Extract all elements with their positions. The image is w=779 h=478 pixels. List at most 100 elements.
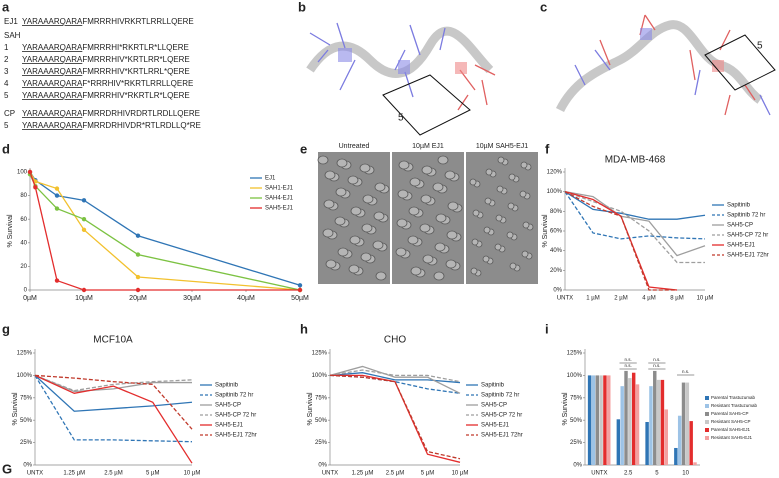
x-tick-label: 10 µM xyxy=(184,471,201,477)
sequence-label: 5 xyxy=(4,121,9,130)
x-tick-label: 0µM xyxy=(23,295,37,302)
data-point xyxy=(81,198,87,203)
y-tick-label: 0% xyxy=(553,288,562,294)
sequence: YARAAARQARAFMRRRHIV*KRTLRR*LQERE xyxy=(22,55,190,64)
legend-swatch xyxy=(705,420,709,424)
legend-label: Sapitinib xyxy=(481,383,505,389)
panel-label: f xyxy=(545,141,550,156)
series-line xyxy=(329,374,461,460)
cell xyxy=(447,201,459,211)
bar xyxy=(685,382,690,465)
series-line xyxy=(34,374,193,392)
sequence: YARAAARQARAFMRRDRHIVDR*RTLRDLLQ*RE xyxy=(22,121,201,130)
cell xyxy=(375,271,387,281)
legend-label: SAH5-EJ1 xyxy=(727,243,756,249)
cell xyxy=(361,223,373,233)
cell xyxy=(471,238,479,246)
y-axis-label: % Survival xyxy=(307,392,314,426)
legend-label: Sapitinib 72 hr xyxy=(481,393,519,399)
annotation: n.s. xyxy=(653,363,660,368)
bar xyxy=(674,447,678,465)
legend-label: Parental SAH5-CP xyxy=(711,411,749,416)
legend-label: EJ1 xyxy=(265,176,276,182)
sequence-label: 2 xyxy=(4,55,9,64)
data-point xyxy=(33,185,38,190)
series-line xyxy=(34,374,193,464)
y-tick-label: 125% xyxy=(17,351,33,357)
y-tick-label: 20 xyxy=(20,264,27,270)
y-axis-label: % Survival xyxy=(7,214,14,248)
cell xyxy=(445,259,457,269)
bar xyxy=(649,386,653,465)
cell xyxy=(336,158,348,168)
data-point xyxy=(54,278,60,283)
legend-label: SAH5-CP 72 hr xyxy=(481,413,522,419)
bar xyxy=(587,375,592,465)
cell xyxy=(446,230,458,240)
x-tick-label: 10 xyxy=(682,471,689,477)
bar xyxy=(656,379,661,465)
bracket-label: 5 xyxy=(757,41,763,52)
chart-title: CHO xyxy=(384,335,406,346)
sequence-label: EJ1 xyxy=(4,17,18,26)
series-line xyxy=(34,374,192,393)
cell xyxy=(521,250,529,258)
micrograph-label: Untreated xyxy=(339,143,370,150)
cell xyxy=(359,163,371,173)
sequence-tag: YARAAARQARA xyxy=(22,109,83,118)
legend-label: SAH5-CP xyxy=(215,403,241,409)
cell xyxy=(435,213,447,223)
sequence-label: 5 xyxy=(4,91,9,100)
cell xyxy=(444,170,456,180)
series-line xyxy=(564,191,706,220)
sequence-tag: YARAAARQARA xyxy=(22,55,83,64)
legend-label: SAH5-CP 72 hr xyxy=(215,413,256,419)
panel-label: c xyxy=(540,0,547,14)
legend-label: SAH5-EJ1 72hr xyxy=(481,433,523,439)
y-axis-label: % Survival xyxy=(562,392,569,426)
cell xyxy=(372,240,384,250)
cell xyxy=(497,156,505,164)
x-tick-label: 1.25 µM xyxy=(352,471,374,477)
series-line xyxy=(564,191,705,264)
legend-label: SAH5-EJ1 xyxy=(265,206,294,212)
sequence-rest: F*RRRHIV*RKRTLRRLLQERE xyxy=(82,79,193,88)
y-tick-label: 80% xyxy=(550,209,563,215)
cell xyxy=(469,178,477,186)
y-tick-label: 60 xyxy=(20,217,27,223)
x-tick-label: 2.5 µM xyxy=(104,471,122,477)
structure-c xyxy=(555,14,776,116)
cell xyxy=(373,211,385,221)
y-axis-label: % Survival xyxy=(12,392,19,426)
legend-label: SAH4-EJ1 xyxy=(265,196,294,202)
x-tick-label: 2 µM xyxy=(614,296,627,302)
x-tick-label: UNTX xyxy=(27,471,43,477)
bar xyxy=(620,386,624,465)
x-tick-label: 10 µM xyxy=(452,471,469,477)
cell xyxy=(520,161,528,169)
bar xyxy=(653,370,657,465)
legend-label: SAH5-CP 72 hr xyxy=(727,233,768,239)
cell xyxy=(419,223,431,233)
y-tick-label: 100% xyxy=(547,189,563,195)
cell xyxy=(509,262,517,270)
bar xyxy=(693,462,697,465)
legend-label: SAH5-EJ1 xyxy=(215,423,244,429)
y-tick-label: 50% xyxy=(20,418,33,424)
sequence: YARAAARQARAFMRRRHIV*KRTLRRL*QERE xyxy=(22,67,190,76)
cell xyxy=(485,168,493,176)
data-point xyxy=(135,274,141,280)
cell xyxy=(317,155,329,165)
cell xyxy=(506,231,514,239)
data-point xyxy=(297,283,303,288)
sequence-rest: FMRRRHIV*RKRTLR*LQERE xyxy=(82,91,189,100)
x-tick-label: 10 µM xyxy=(697,296,714,302)
legend-label: SAH1-EJ1 xyxy=(265,186,294,192)
sequence-tag: YARAAARQARA xyxy=(22,43,83,52)
bar xyxy=(624,370,628,465)
y-tick-label: 20% xyxy=(550,268,563,274)
cell xyxy=(395,247,407,257)
cell xyxy=(522,221,530,229)
y-tick-label: 100% xyxy=(312,373,328,379)
